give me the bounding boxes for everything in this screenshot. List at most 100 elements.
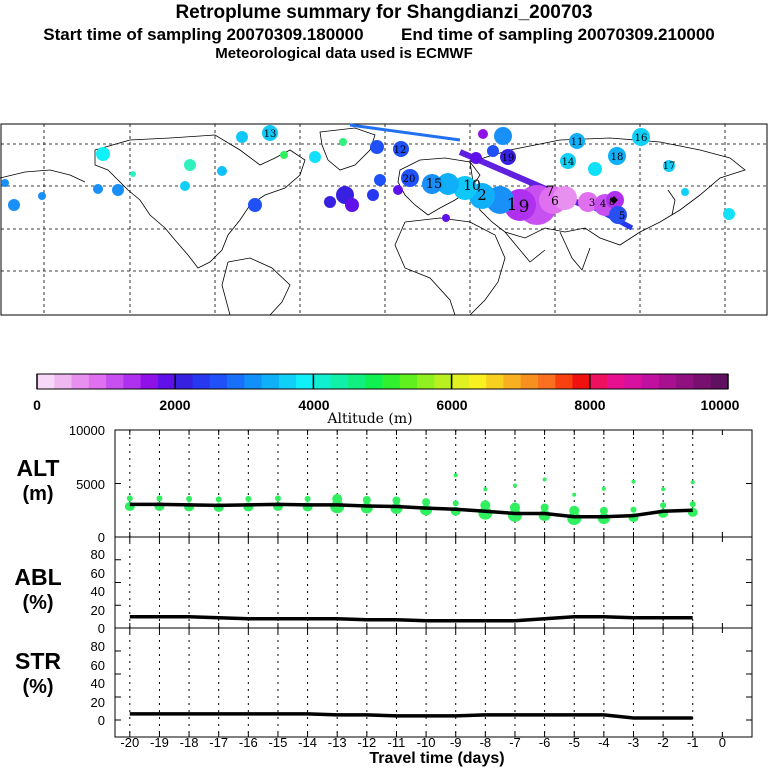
x-tick-label: -13 xyxy=(328,735,347,750)
plume-day-label: 8 xyxy=(609,197,615,208)
colorbar-tick-label: 4000 xyxy=(298,397,329,413)
plume-cluster xyxy=(588,162,602,176)
colorbar-cell xyxy=(399,374,418,389)
colorbar-cell xyxy=(537,374,556,389)
str-y-tick-label: 60 xyxy=(91,658,105,673)
release-site-marker xyxy=(610,196,618,204)
plume-cluster xyxy=(442,214,450,222)
plume-day-label: 12 xyxy=(394,145,407,156)
colorbar-cell xyxy=(676,374,694,389)
alt-panel-label: ALT xyxy=(16,455,59,481)
plume-day-label: 16 xyxy=(635,133,648,144)
alt-distribution-dot xyxy=(156,495,163,502)
abl-y-tick-label: 60 xyxy=(91,566,105,581)
colorbar-cell xyxy=(192,374,211,389)
plume-day-label: 20 xyxy=(403,174,416,185)
alt-distribution-dot xyxy=(186,495,193,502)
alt-distribution-dot xyxy=(569,505,580,516)
alt-distribution-dot xyxy=(452,500,459,507)
plume-cluster xyxy=(453,176,477,200)
colorbar-tick-label: 10000 xyxy=(701,397,740,413)
plume-day-label: 5 xyxy=(619,211,625,222)
plume-cluster xyxy=(478,129,488,139)
alt-distribution-dot xyxy=(483,487,488,492)
colorbar-cell xyxy=(589,374,608,389)
colorbar-cell xyxy=(140,374,159,389)
plume-day-label: 1 xyxy=(507,195,518,215)
plume-cluster xyxy=(93,184,103,194)
str-y-tick-label: 80 xyxy=(91,639,105,654)
x-tick-label: -5 xyxy=(568,735,580,750)
alt-distribution-dot xyxy=(480,500,491,511)
alt-distribution-dot xyxy=(392,496,401,505)
alt-distribution-dot xyxy=(512,483,517,488)
alt-distribution-dot xyxy=(661,487,666,492)
colorbar-tick-label: 6000 xyxy=(436,397,467,413)
colorbar-tick-label: 0 xyxy=(33,397,41,413)
x-tick-label: -17 xyxy=(209,735,228,750)
plume-cluster xyxy=(401,169,419,187)
colorbar-cell xyxy=(54,374,73,389)
colorbar-cell xyxy=(555,374,574,389)
plume-cluster xyxy=(236,131,248,143)
altitude-colorbar: 0 2000 4000 6000 8000 10000 Altitude (m) xyxy=(33,373,740,427)
plume-cluster xyxy=(112,184,124,196)
plume-cluster xyxy=(38,192,46,200)
colorbar-cell xyxy=(434,374,453,389)
plume-cluster xyxy=(437,173,459,195)
x-tick-label: -16 xyxy=(239,735,258,750)
alt-distribution-dot xyxy=(215,496,222,503)
alt-y-tick-label: 0 xyxy=(98,530,105,545)
alt-distribution-dot xyxy=(542,477,547,482)
chart-title: Retroplume summary for Shangdianzi_20070… xyxy=(175,2,593,23)
colorbar-cell xyxy=(209,374,228,389)
alt-distribution-dot xyxy=(660,502,667,509)
map-panel: 1 2 3 4 5 6 7 8 9 10 11 12 13 14 15 16 1… xyxy=(0,123,768,316)
alt-distribution-dot xyxy=(304,495,311,502)
plume-cluster xyxy=(393,141,409,157)
x-tick-labels: -20 -19 -18 -17 -16 -15 -14 -13 -12 -11 -10 -9 -8 -7-… xyxy=(120,735,726,750)
plume-cluster xyxy=(309,151,321,163)
plume-cluster xyxy=(1,179,9,187)
x-tick-label: -6 xyxy=(539,735,551,750)
x-tick-label: -11 xyxy=(388,735,406,750)
colorbar-cells xyxy=(37,374,729,389)
plume-cluster xyxy=(632,128,650,146)
plume-cluster xyxy=(681,188,689,196)
plume-cluster xyxy=(180,181,190,191)
alt-panel-unit: (m) xyxy=(22,483,53,505)
plume-cluster xyxy=(487,145,499,157)
sampling-time-line: Start time of sampling 20070309.180000 E… xyxy=(0,25,763,45)
str-y-ticks xyxy=(115,627,752,721)
plume-cluster xyxy=(248,198,262,212)
alt-y-tick-labels: 10000 5000 0 xyxy=(69,423,105,545)
x-tick-label: -15 xyxy=(269,735,288,750)
met-data-label: Meteorological data used is ECMWF xyxy=(215,45,473,62)
colorbar-cell xyxy=(123,374,142,389)
colorbar-tick-labels: 0 2000 4000 6000 8000 10000 xyxy=(33,397,740,413)
plume-day-label: 11 xyxy=(571,137,584,148)
alt-distribution-dot xyxy=(126,495,133,502)
str-panel-label: STR xyxy=(15,648,61,674)
colorbar-tick-label: 2000 xyxy=(159,397,190,413)
start-time-label: Start time of sampling 20070309.180000 xyxy=(43,25,364,44)
colorbar-ticks xyxy=(36,374,729,389)
panel-vertical-gridlines xyxy=(129,430,694,737)
alt-distribution-dot xyxy=(453,473,458,478)
x-tick-label: 0 xyxy=(719,735,726,750)
x-tick-label: -2 xyxy=(657,735,669,750)
alt-distribution-dot xyxy=(689,501,696,508)
x-tick-label: -12 xyxy=(357,735,376,750)
plume-cluster xyxy=(367,189,379,201)
plume-cluster xyxy=(470,152,482,164)
abl-panel-unit: (%) xyxy=(22,592,53,614)
alt-distribution-dot xyxy=(422,498,431,507)
alt-distribution-dot xyxy=(274,495,281,502)
x-tick-label: -4 xyxy=(598,735,610,750)
colorbar-cell xyxy=(330,374,349,389)
plume-cluster xyxy=(339,138,347,146)
end-time-label: End time of sampling 20070309.210000 xyxy=(401,25,715,44)
map-frame xyxy=(0,123,768,316)
plume-cluster xyxy=(184,159,196,171)
colorbar-cell xyxy=(520,374,539,389)
